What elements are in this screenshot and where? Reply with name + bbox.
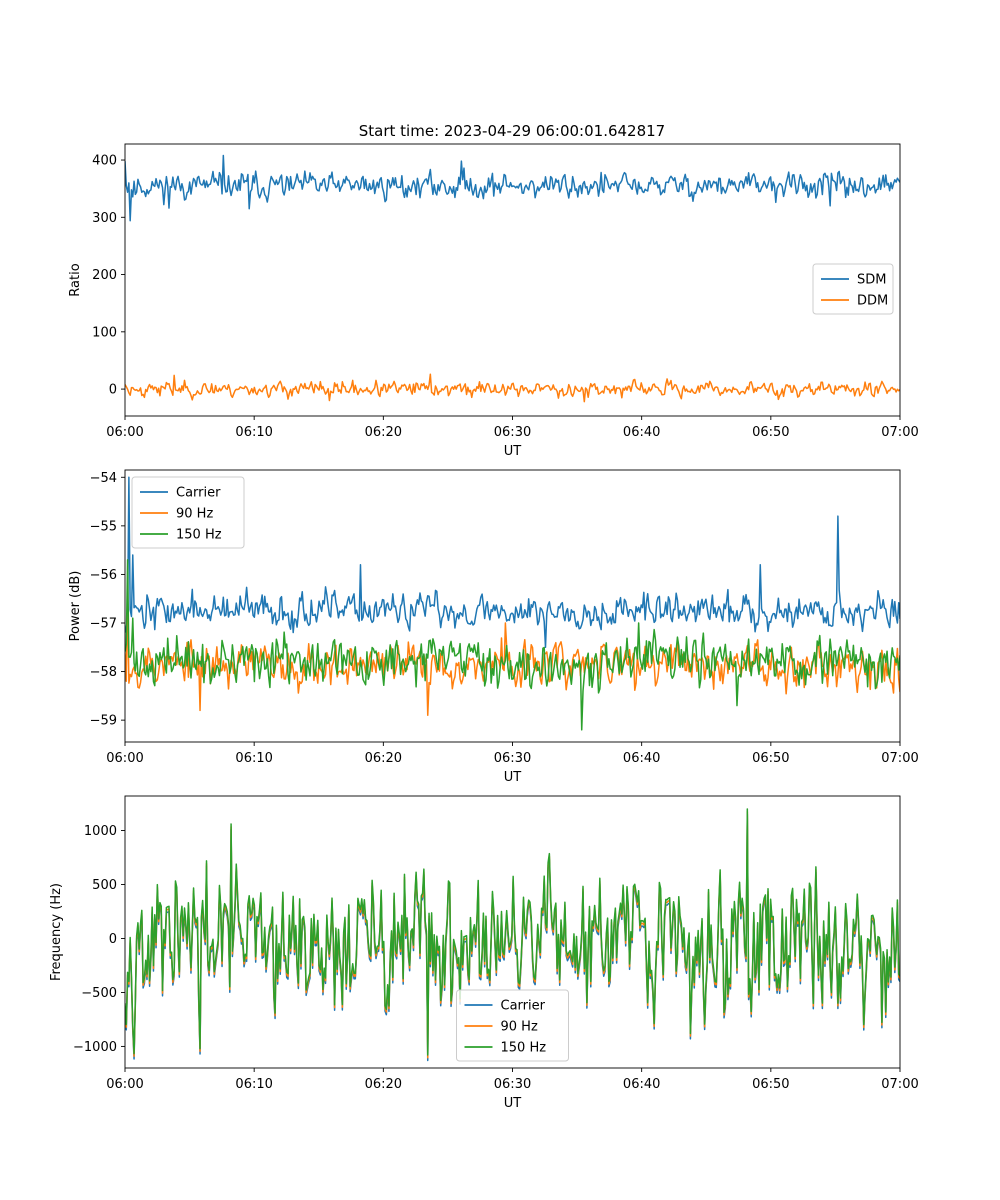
x-tick-label: 06:40 [623,751,660,766]
legend-label: SDM [857,273,886,288]
x-tick-label: 06:40 [623,425,660,440]
series-group [125,476,900,731]
series-line-carrier [125,476,900,649]
chart-panel-3: 06:00 06:10 06:20 06:30 06:40 06:50 07:00 UT −10… [49,795,919,1111]
x-axis-label: UT [504,444,522,459]
legend: Carrier 90 Hz 150 Hz [456,989,569,1062]
legend: SDM DDM [812,263,894,315]
y-tick-label: −57 [90,617,117,632]
legend-box [131,476,245,549]
legend-box [456,989,569,1062]
legend-label: 90 Hz [176,507,213,522]
legend-label: DDM [857,294,888,309]
legend: Carrier 90 Hz 150 Hz [131,476,245,549]
x-tick-label: 07:00 [881,1077,918,1092]
panels: 06:00 06:10 06:20 06:30 06:40 06:50 07:00 UT 0 10… [49,143,919,1111]
y-tick-label: −55 [90,519,117,534]
legend-label: 150 Hz [176,528,222,543]
figure-title: Start time: 2023-04-29 06:00:01.642817 [359,122,665,140]
chart-panel-2: 06:00 06:10 06:20 06:30 06:40 06:50 07:00 UT −59… [68,469,919,785]
x-tick-label: 06:00 [106,425,143,440]
series-line-ddm [125,373,900,403]
x-tick-label: 06:40 [623,1077,660,1092]
y-tick-label: −56 [90,568,117,583]
y-tick-label: −59 [90,714,117,729]
y-tick-label: 400 [92,154,117,169]
y-tick-label: −54 [90,471,117,486]
x-tick-label: 07:00 [881,751,918,766]
y-axis-label: Ratio [68,263,83,296]
legend-label: Carrier [501,999,546,1014]
x-tick-label: 06:00 [106,1077,143,1092]
legend-label: Carrier [176,486,221,501]
y-axis-label: Power (dB) [68,571,83,642]
y-tick-label: 1000 [84,824,117,839]
series-group [125,808,900,1062]
y-tick-label: 0 [109,383,117,398]
x-axis-label: UT [504,1096,522,1111]
series-group [125,154,900,403]
x-tick-label: 06:30 [494,1077,531,1092]
x-tick-label: 06:20 [365,751,402,766]
y-tick-label: −1000 [73,1040,117,1055]
y-tick-label: 500 [92,878,117,893]
x-tick-label: 06:50 [752,1077,789,1092]
legend-box [812,263,894,315]
x-tick-label: 06:30 [494,751,531,766]
x-tick-label: 06:50 [752,425,789,440]
x-tick-label: 06:10 [235,1077,272,1092]
series-line-sdm [125,154,900,222]
x-tick-label: 06:10 [235,425,272,440]
x-tick-label: 06:50 [752,751,789,766]
y-tick-label: −500 [81,986,117,1001]
y-tick-label: 0 [109,932,117,947]
y-axis-label: Frequency (Hz) [49,883,64,981]
x-tick-label: 06:10 [235,751,272,766]
x-tick-label: 06:20 [365,425,402,440]
x-tick-label: 06:00 [106,751,143,766]
y-tick-label: 200 [92,268,117,283]
x-tick-label: 07:00 [881,425,918,440]
legend-label: 90 Hz [501,1020,538,1035]
x-tick-label: 06:30 [494,425,531,440]
chart-panel-1: 06:00 06:10 06:20 06:30 06:40 06:50 07:00 UT 0 10… [68,143,919,459]
series-line-150-hz [125,808,900,1056]
x-axis-label: UT [504,770,522,785]
y-tick-label: −58 [90,665,117,680]
x-tick-label: 06:20 [365,1077,402,1092]
series-line-150-hz [125,559,900,731]
legend-label: 150 Hz [501,1041,547,1056]
y-tick-label: 100 [92,325,117,340]
y-tick-label: 300 [92,211,117,226]
